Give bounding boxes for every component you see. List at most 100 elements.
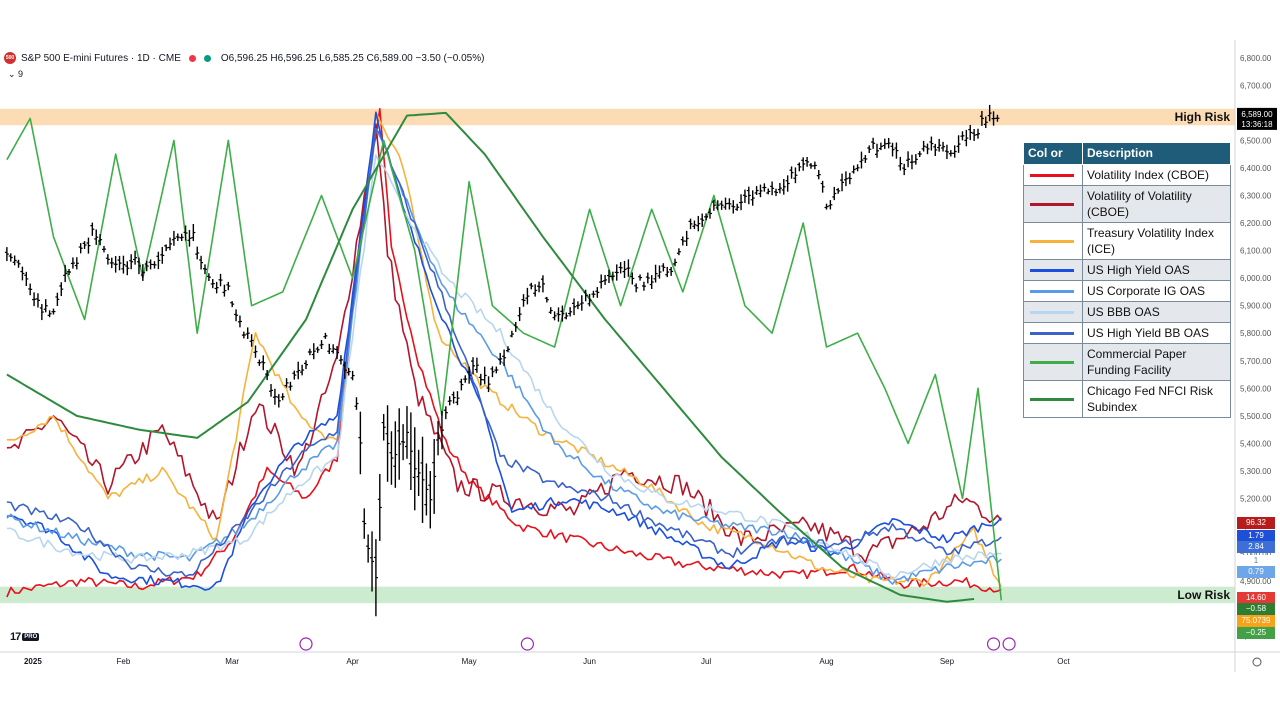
series-line-1 (6, 123, 1002, 564)
market-closed-dot (188, 54, 196, 62)
legend-label: Treasury Volatility Index (ICE) (1082, 222, 1231, 260)
legend-label: US Corporate IG OAS (1082, 280, 1231, 302)
legend-swatch-cell (1023, 259, 1083, 281)
legend-swatch-cell (1023, 280, 1083, 302)
series-line-8 (6, 111, 975, 603)
series-line-0 (6, 108, 1002, 598)
ohlc-readout: O6,596.25 H6,596.25 L6,585.25 C6,589.00 … (220, 52, 485, 64)
legend-swatch-cell (1023, 343, 1083, 381)
value-tag: −0.58 (1237, 603, 1275, 615)
legend-swatch (1030, 289, 1074, 293)
x-tick-label: May (462, 657, 477, 666)
x-tick-label: Apr (346, 657, 359, 666)
y-tick-label: 5,400.00 (1240, 439, 1272, 448)
x-tick-label: Sep (940, 657, 955, 666)
value-tag: 75.0739 (1237, 615, 1275, 627)
legend-row: Volatility Index (CBOE) (1023, 164, 1231, 186)
event-marker-icon (986, 637, 1001, 651)
legend-swatch-cell (1023, 380, 1083, 418)
x-tick-label: 2025 (24, 657, 42, 666)
legend-row: Chicago Fed NFCI Risk Subindex (1023, 380, 1231, 418)
legend-swatch-cell (1023, 222, 1083, 260)
legend-row: Treasury Volatility Index (ICE) (1023, 222, 1231, 260)
symbol-title[interactable]: S&P 500 E-mini Futures · 1D · CME (21, 52, 181, 64)
last-price-box (1237, 107, 1277, 130)
logo-mark: 17 (10, 631, 21, 643)
zone-band-low-risk (0, 586, 1235, 604)
y-tick-label: 6,300.00 (1240, 192, 1272, 201)
x-tick-label: Oct (1057, 657, 1070, 666)
legend-label: Volatility Index (CBOE) (1082, 164, 1231, 186)
x-tick-label: Jun (583, 657, 596, 666)
settings-gear-icon (1252, 657, 1262, 667)
indicators-collapse-toggle[interactable]: ⌄ 9 (8, 69, 24, 79)
y-tick-label: 6,400.00 (1240, 164, 1272, 173)
value-tag: 0.79 (1237, 566, 1275, 578)
y-tick-label: 5,000.00 (1240, 550, 1272, 559)
event-marker-icon (520, 637, 535, 651)
tradingview-logo[interactable]: 17 PRO (10, 631, 40, 643)
x-tick-label: Aug (819, 657, 833, 666)
legend-row: US High Yield OAS (1023, 259, 1231, 281)
legend-row: US BBB OAS (1023, 301, 1231, 323)
zone-band-high-risk (0, 108, 1235, 126)
series-line-7 (6, 117, 1003, 601)
y-tick-label: 5,300.00 (1240, 467, 1272, 476)
legend-row: Commercial Paper Funding Facility (1023, 343, 1231, 381)
chart-header: 500 S&P 500 E-mini Futures · 1D · CME O6… (4, 50, 484, 66)
legend-swatch (1030, 397, 1074, 401)
y-tick-label: 5,800.00 (1240, 329, 1272, 338)
y-tick-label: 6,500.00 (1240, 136, 1272, 145)
legend-swatch (1030, 331, 1074, 335)
symbol-badge[interactable]: 500 (4, 52, 16, 64)
x-tick-label: Feb (117, 657, 131, 666)
axes: 4,700.004,800.004,900.005,000.005,100.00… (0, 40, 1280, 672)
legend-col-header: Col or (1023, 142, 1083, 165)
y-tick-label: 5,900.00 (1240, 302, 1272, 311)
y-tick-label: 5,500.00 (1240, 412, 1272, 421)
legend-row: Volatility of Volatility (CBOE) (1023, 185, 1231, 223)
legend-swatch (1030, 173, 1074, 177)
legend-swatch-cell (1023, 322, 1083, 344)
y-tick-label: 4,900.00 (1240, 577, 1272, 586)
y-tick-label: 5,200.00 (1240, 495, 1272, 504)
legend-swatch-cell (1023, 301, 1083, 323)
legend-table: Col or Description Volatility Index (CBO… (1023, 142, 1231, 418)
legend-label: US High Yield BB OAS (1082, 322, 1231, 344)
series-line-3 (6, 111, 1002, 591)
legend-label: US High Yield OAS (1082, 259, 1231, 281)
indicator-lines (6, 108, 1003, 603)
zone-label-high-risk: High Risk (1175, 110, 1231, 124)
legend-label: US BBB OAS (1082, 301, 1231, 323)
legend-label: Commercial Paper Funding Facility (1082, 343, 1231, 381)
legend-label: Chicago Fed NFCI Risk Subindex (1082, 380, 1231, 418)
legend-row: US High Yield BB OAS (1023, 322, 1231, 344)
market-status-dot (203, 54, 211, 62)
last-price-value: 6,589.00 (1241, 110, 1273, 119)
price-bars (4, 104, 1000, 617)
y-tick-label: 6,000.00 (1240, 274, 1272, 283)
legend-swatch (1030, 360, 1074, 364)
event-marker-icon (299, 637, 313, 651)
y-tick-label: 5,600.00 (1240, 384, 1272, 393)
value-tag: 14.60 (1237, 592, 1275, 604)
series-line-6 (6, 129, 1002, 578)
legend-swatch (1030, 268, 1074, 272)
value-tag: 2.84 (1237, 541, 1275, 553)
legend-swatch-cell (1023, 164, 1083, 186)
legend-swatch (1030, 310, 1074, 314)
y-tick-label: 6,700.00 (1240, 81, 1272, 90)
legend-desc-header: Description (1082, 142, 1231, 165)
legend-swatch (1030, 239, 1074, 243)
legend-row: US Corporate IG OAS (1023, 280, 1231, 302)
series-line-2 (6, 110, 1002, 587)
legend-swatch (1030, 202, 1074, 206)
y-tick-label: 5,700.00 (1240, 357, 1272, 366)
y-tick-label: 6,100.00 (1240, 247, 1272, 256)
value-tag: −0.25 (1237, 627, 1275, 639)
zone-label-low-risk: Low Risk (1177, 588, 1230, 602)
event-marker-icon (1002, 637, 1016, 651)
value-tag: 96.32 (1237, 517, 1275, 529)
last-price-time: 13:36:18 (1241, 120, 1273, 129)
